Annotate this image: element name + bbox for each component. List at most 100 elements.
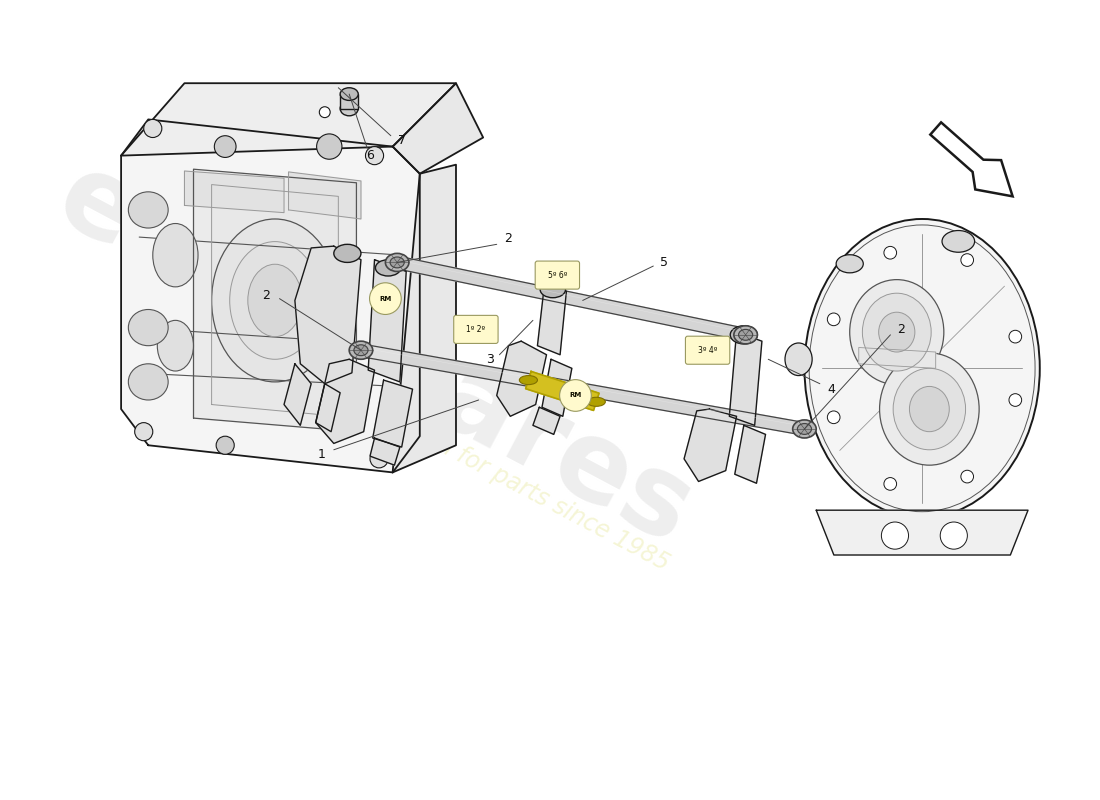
Ellipse shape [230, 242, 320, 359]
Polygon shape [316, 384, 340, 432]
Ellipse shape [354, 348, 367, 353]
Ellipse shape [893, 368, 966, 450]
Polygon shape [368, 260, 406, 382]
Polygon shape [393, 83, 483, 174]
Polygon shape [542, 359, 572, 416]
Ellipse shape [129, 310, 168, 346]
Ellipse shape [365, 146, 384, 165]
Ellipse shape [836, 254, 864, 273]
Polygon shape [859, 347, 936, 368]
Ellipse shape [738, 330, 752, 340]
Text: 4: 4 [827, 382, 836, 396]
Ellipse shape [880, 353, 979, 465]
Ellipse shape [881, 522, 909, 549]
Ellipse shape [333, 244, 361, 262]
Ellipse shape [730, 326, 758, 344]
Ellipse shape [793, 420, 816, 438]
Polygon shape [295, 246, 361, 384]
Ellipse shape [827, 313, 840, 326]
Polygon shape [526, 371, 600, 410]
Ellipse shape [961, 254, 974, 266]
Ellipse shape [390, 257, 404, 268]
Ellipse shape [804, 219, 1040, 518]
Polygon shape [396, 256, 747, 341]
Ellipse shape [129, 192, 168, 228]
Ellipse shape [248, 264, 302, 337]
Polygon shape [393, 165, 456, 473]
Polygon shape [735, 426, 766, 483]
Text: 3: 3 [486, 353, 494, 366]
Text: 7: 7 [398, 134, 406, 146]
Ellipse shape [519, 375, 538, 385]
Ellipse shape [849, 280, 944, 385]
Ellipse shape [785, 343, 812, 375]
Polygon shape [316, 359, 374, 443]
Polygon shape [816, 510, 1028, 555]
Polygon shape [288, 172, 361, 219]
Ellipse shape [216, 436, 234, 454]
Ellipse shape [884, 246, 896, 259]
Polygon shape [684, 409, 737, 482]
Ellipse shape [910, 386, 949, 432]
Text: 2: 2 [505, 232, 513, 246]
Text: 3º 4º: 3º 4º [697, 346, 717, 354]
Polygon shape [373, 380, 412, 447]
Polygon shape [121, 119, 420, 473]
Text: 2: 2 [898, 323, 905, 336]
Ellipse shape [144, 119, 162, 138]
Ellipse shape [940, 522, 967, 549]
Ellipse shape [540, 282, 565, 298]
Ellipse shape [153, 223, 198, 287]
Polygon shape [538, 282, 566, 354]
Ellipse shape [370, 450, 388, 468]
FancyBboxPatch shape [536, 261, 580, 289]
Polygon shape [497, 341, 547, 416]
Ellipse shape [879, 312, 915, 352]
Ellipse shape [340, 88, 359, 101]
Circle shape [370, 282, 402, 314]
Ellipse shape [827, 411, 840, 424]
Ellipse shape [129, 364, 168, 400]
Polygon shape [185, 171, 284, 213]
Ellipse shape [134, 422, 153, 441]
Ellipse shape [349, 341, 373, 359]
Text: 2: 2 [262, 290, 270, 302]
Polygon shape [284, 364, 311, 426]
Text: a passion for parts since 1985: a passion for parts since 1985 [348, 387, 673, 576]
Ellipse shape [317, 134, 342, 159]
Ellipse shape [214, 136, 236, 158]
Text: RM: RM [379, 296, 392, 302]
Text: RM: RM [570, 393, 582, 398]
Circle shape [560, 380, 592, 411]
Ellipse shape [390, 260, 404, 265]
Ellipse shape [354, 345, 368, 356]
Ellipse shape [157, 320, 194, 371]
Polygon shape [194, 169, 356, 432]
Ellipse shape [1009, 394, 1022, 406]
Polygon shape [532, 407, 560, 434]
Ellipse shape [1009, 330, 1022, 343]
Ellipse shape [884, 478, 896, 490]
FancyBboxPatch shape [453, 315, 498, 343]
Polygon shape [340, 94, 359, 109]
Polygon shape [121, 83, 456, 156]
Ellipse shape [340, 102, 359, 116]
FancyBboxPatch shape [685, 336, 729, 364]
Ellipse shape [862, 293, 932, 371]
Ellipse shape [799, 426, 811, 431]
Ellipse shape [211, 219, 339, 382]
Text: 6: 6 [366, 149, 374, 162]
Polygon shape [211, 185, 339, 416]
Polygon shape [729, 332, 762, 426]
Text: 5: 5 [660, 256, 668, 269]
Text: 1: 1 [318, 448, 326, 461]
Ellipse shape [587, 398, 605, 406]
Ellipse shape [319, 106, 330, 118]
Ellipse shape [798, 423, 812, 434]
Ellipse shape [739, 332, 752, 338]
Text: 1º 2º: 1º 2º [466, 325, 485, 334]
Polygon shape [370, 438, 400, 465]
Ellipse shape [385, 254, 409, 271]
Ellipse shape [375, 260, 400, 276]
Text: eurospares: eurospares [40, 142, 710, 567]
